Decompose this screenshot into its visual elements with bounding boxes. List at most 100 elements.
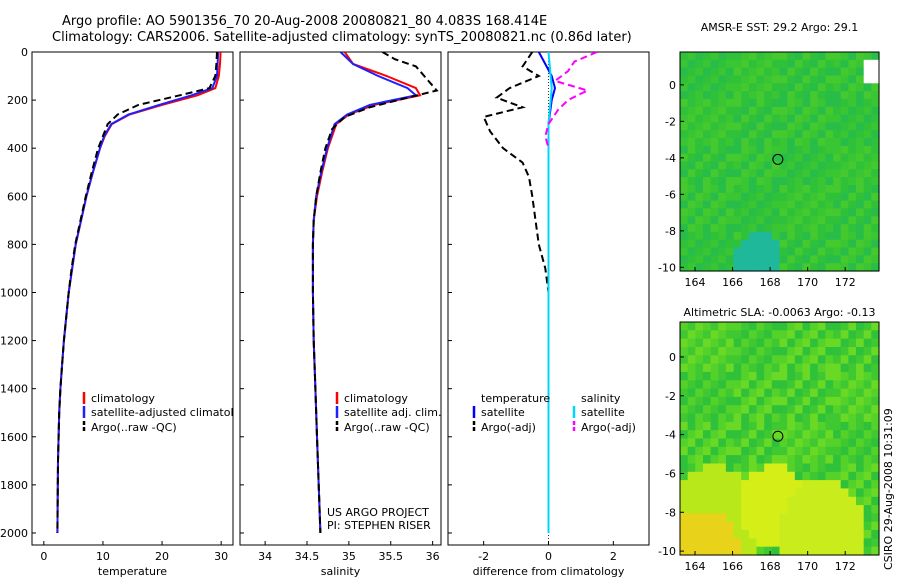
map-cell [687, 347, 696, 356]
map-cell [764, 130, 773, 139]
map-cell [710, 513, 719, 523]
map-cell [833, 91, 842, 100]
map-cell [680, 363, 689, 373]
map-cell [810, 161, 819, 170]
map-cell [748, 388, 758, 398]
map-cell [817, 106, 827, 116]
map-cell [733, 505, 742, 514]
map-cell [787, 455, 796, 464]
map-cell [871, 330, 880, 340]
map-cell [741, 83, 750, 92]
map-cell [733, 114, 742, 123]
map-cell [779, 438, 788, 448]
map-y-tick-label: -8 [665, 225, 676, 238]
map-cell [817, 388, 827, 398]
map-y-tick-label: -10 [658, 261, 676, 274]
map-cell [802, 177, 811, 186]
map-cell [680, 114, 689, 123]
map-cell [733, 363, 742, 373]
map-cell [794, 153, 804, 163]
map-cell [848, 455, 857, 464]
x-axis-label: temperature [98, 565, 167, 578]
map-cell [794, 224, 804, 233]
map-cell [863, 413, 872, 423]
map-cell [779, 161, 788, 170]
map-cell [710, 322, 719, 331]
map-cell [703, 513, 712, 523]
map-cell [756, 405, 765, 415]
map-cell [756, 247, 765, 256]
map-cell [871, 513, 880, 523]
map-cell [856, 208, 865, 217]
map-cell [817, 130, 827, 139]
map-cell [725, 388, 735, 398]
y-tick-label: 1400 [0, 383, 28, 396]
map-cell [848, 130, 857, 139]
map-cell [725, 247, 735, 256]
map-cell [687, 114, 696, 123]
map-cell [810, 538, 819, 548]
map-cell [871, 505, 880, 514]
map-cell [863, 130, 872, 139]
map-cell [848, 521, 857, 531]
map-cell [725, 161, 735, 170]
map-cell [848, 122, 857, 131]
map-cell [741, 405, 750, 415]
map-cell [833, 239, 842, 249]
map-cell [710, 505, 719, 514]
map-cell [703, 106, 712, 116]
map-cell [710, 363, 719, 373]
map-cell [817, 247, 827, 256]
map-cell [771, 67, 781, 76]
map-cell [771, 430, 781, 440]
map-cell [756, 83, 765, 92]
map-cell [748, 488, 758, 498]
map-cell [810, 98, 819, 108]
map-cell [764, 480, 773, 489]
map-cell [695, 421, 704, 431]
map-cell [848, 114, 857, 123]
map-cell [764, 371, 773, 381]
map-cell [833, 438, 842, 448]
map-cell [748, 177, 758, 186]
map-cell [833, 231, 842, 241]
map-cell [710, 98, 719, 108]
map-cell [810, 83, 819, 92]
map-cell [718, 455, 727, 464]
map-cell [695, 239, 704, 249]
map-cell [718, 546, 727, 556]
map-cell [771, 130, 781, 139]
map-cell [741, 263, 750, 272]
map-cell [733, 231, 742, 241]
map-cell [833, 355, 842, 365]
map-cell [725, 192, 735, 202]
map-cell [871, 216, 880, 225]
map-cell [856, 98, 865, 108]
map-cell [756, 455, 765, 464]
map-cell [810, 388, 819, 398]
map-cell [756, 185, 765, 194]
legend-climatology-label: climatology [91, 392, 155, 405]
map-cell [718, 114, 727, 123]
map-cell [680, 231, 689, 241]
map-cell [687, 413, 696, 423]
map-cell [718, 371, 727, 381]
map-cell [863, 463, 872, 473]
map-cell [802, 347, 811, 356]
map-cell [718, 505, 727, 514]
map-cell [718, 75, 727, 84]
map-cell [817, 521, 827, 531]
map-cell [856, 396, 865, 406]
map-cell [871, 169, 880, 178]
map-cell [756, 371, 765, 381]
map-cell [871, 52, 880, 61]
map-cell [771, 153, 781, 163]
map-cell [817, 530, 827, 539]
map-cell [848, 67, 857, 76]
map-cell [741, 208, 750, 217]
map-cell [848, 255, 857, 264]
map-cell [871, 192, 880, 202]
map-cell [680, 106, 689, 116]
map-cell [771, 75, 781, 84]
map-cell [733, 513, 742, 523]
